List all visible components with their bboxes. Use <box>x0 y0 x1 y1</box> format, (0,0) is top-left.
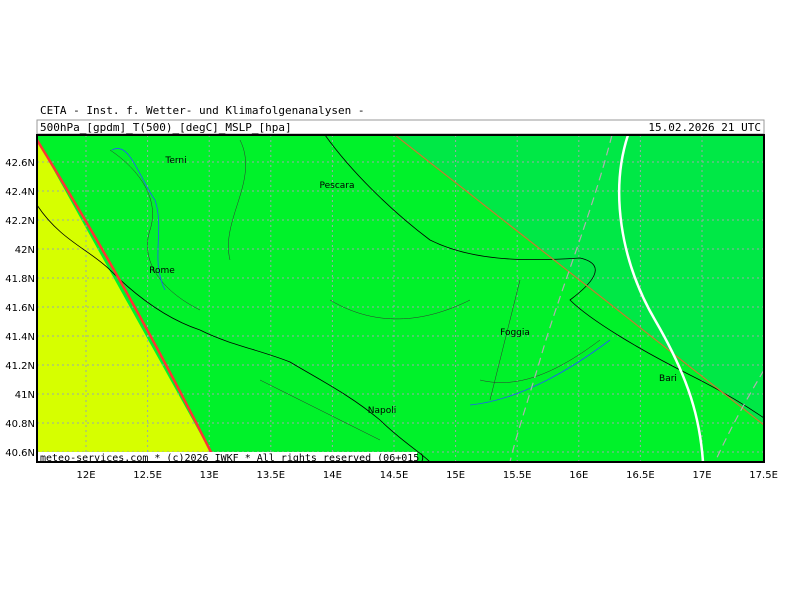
lat-label: 41.4N <box>5 332 35 343</box>
header-fields: 500hPa_[gpdm]_T(500)_[degC]_MSLP_[hpa] <box>40 121 292 134</box>
isobar-white <box>617 135 705 462</box>
city-label: Pescara <box>319 181 354 191</box>
header-title: CETA - Inst. f. Wetter- und Klimafolgena… <box>40 104 365 117</box>
lon-label: 12E <box>76 470 95 481</box>
city-label: Napoli <box>368 406 396 416</box>
lat-label: 40.8N <box>5 419 35 430</box>
map-area: meteo-services.com * (c)2026 IWKF * All … <box>37 135 764 464</box>
lat-label: 41N <box>15 390 35 401</box>
coastline-west <box>37 204 431 462</box>
frame <box>36 134 765 463</box>
isotherm-red <box>37 139 218 462</box>
lon-label: 13.5E <box>257 470 286 481</box>
city-label: Foggia <box>500 328 530 338</box>
lat-label: 42.6N <box>5 158 35 169</box>
contour-dashed <box>509 135 613 462</box>
lon-label: 14.5E <box>380 470 409 481</box>
lon-label: 16E <box>569 470 588 481</box>
header-valid: 15.02.2026 21 UTC <box>648 121 761 134</box>
lat-label: 41.2N <box>5 361 35 372</box>
lat-label: 41.6N <box>5 303 35 314</box>
river <box>111 148 166 291</box>
city-label: Bari <box>659 374 677 384</box>
city-label: Rome <box>149 266 175 276</box>
isotherm-orange <box>394 135 764 426</box>
lon-label: 14E <box>323 470 342 481</box>
lon-label: 15E <box>446 470 465 481</box>
lon-label: 15.5E <box>503 470 532 481</box>
lat-label: 42.4N <box>5 187 35 198</box>
lat-label: 41.8N <box>5 274 35 285</box>
lat-label: 42.2N <box>5 216 35 227</box>
city-label: Terni <box>164 156 186 166</box>
footer-bg <box>37 452 417 462</box>
lon-label: 16.5E <box>626 470 655 481</box>
lon-label: 12.5E <box>133 470 162 481</box>
field-yellow <box>37 135 216 462</box>
lon-label: 17E <box>692 470 711 481</box>
footer: meteo-services.com * (c)2026 IWKF * All … <box>40 453 425 464</box>
river-east <box>469 339 611 406</box>
contour-dashed-east <box>714 369 764 462</box>
lat-label: 42N <box>15 245 35 256</box>
lat-label: 40.6N <box>5 448 35 459</box>
coastline-east <box>324 135 764 419</box>
lon-label: 17.5E <box>749 470 778 481</box>
lon-label: 13E <box>200 470 219 481</box>
